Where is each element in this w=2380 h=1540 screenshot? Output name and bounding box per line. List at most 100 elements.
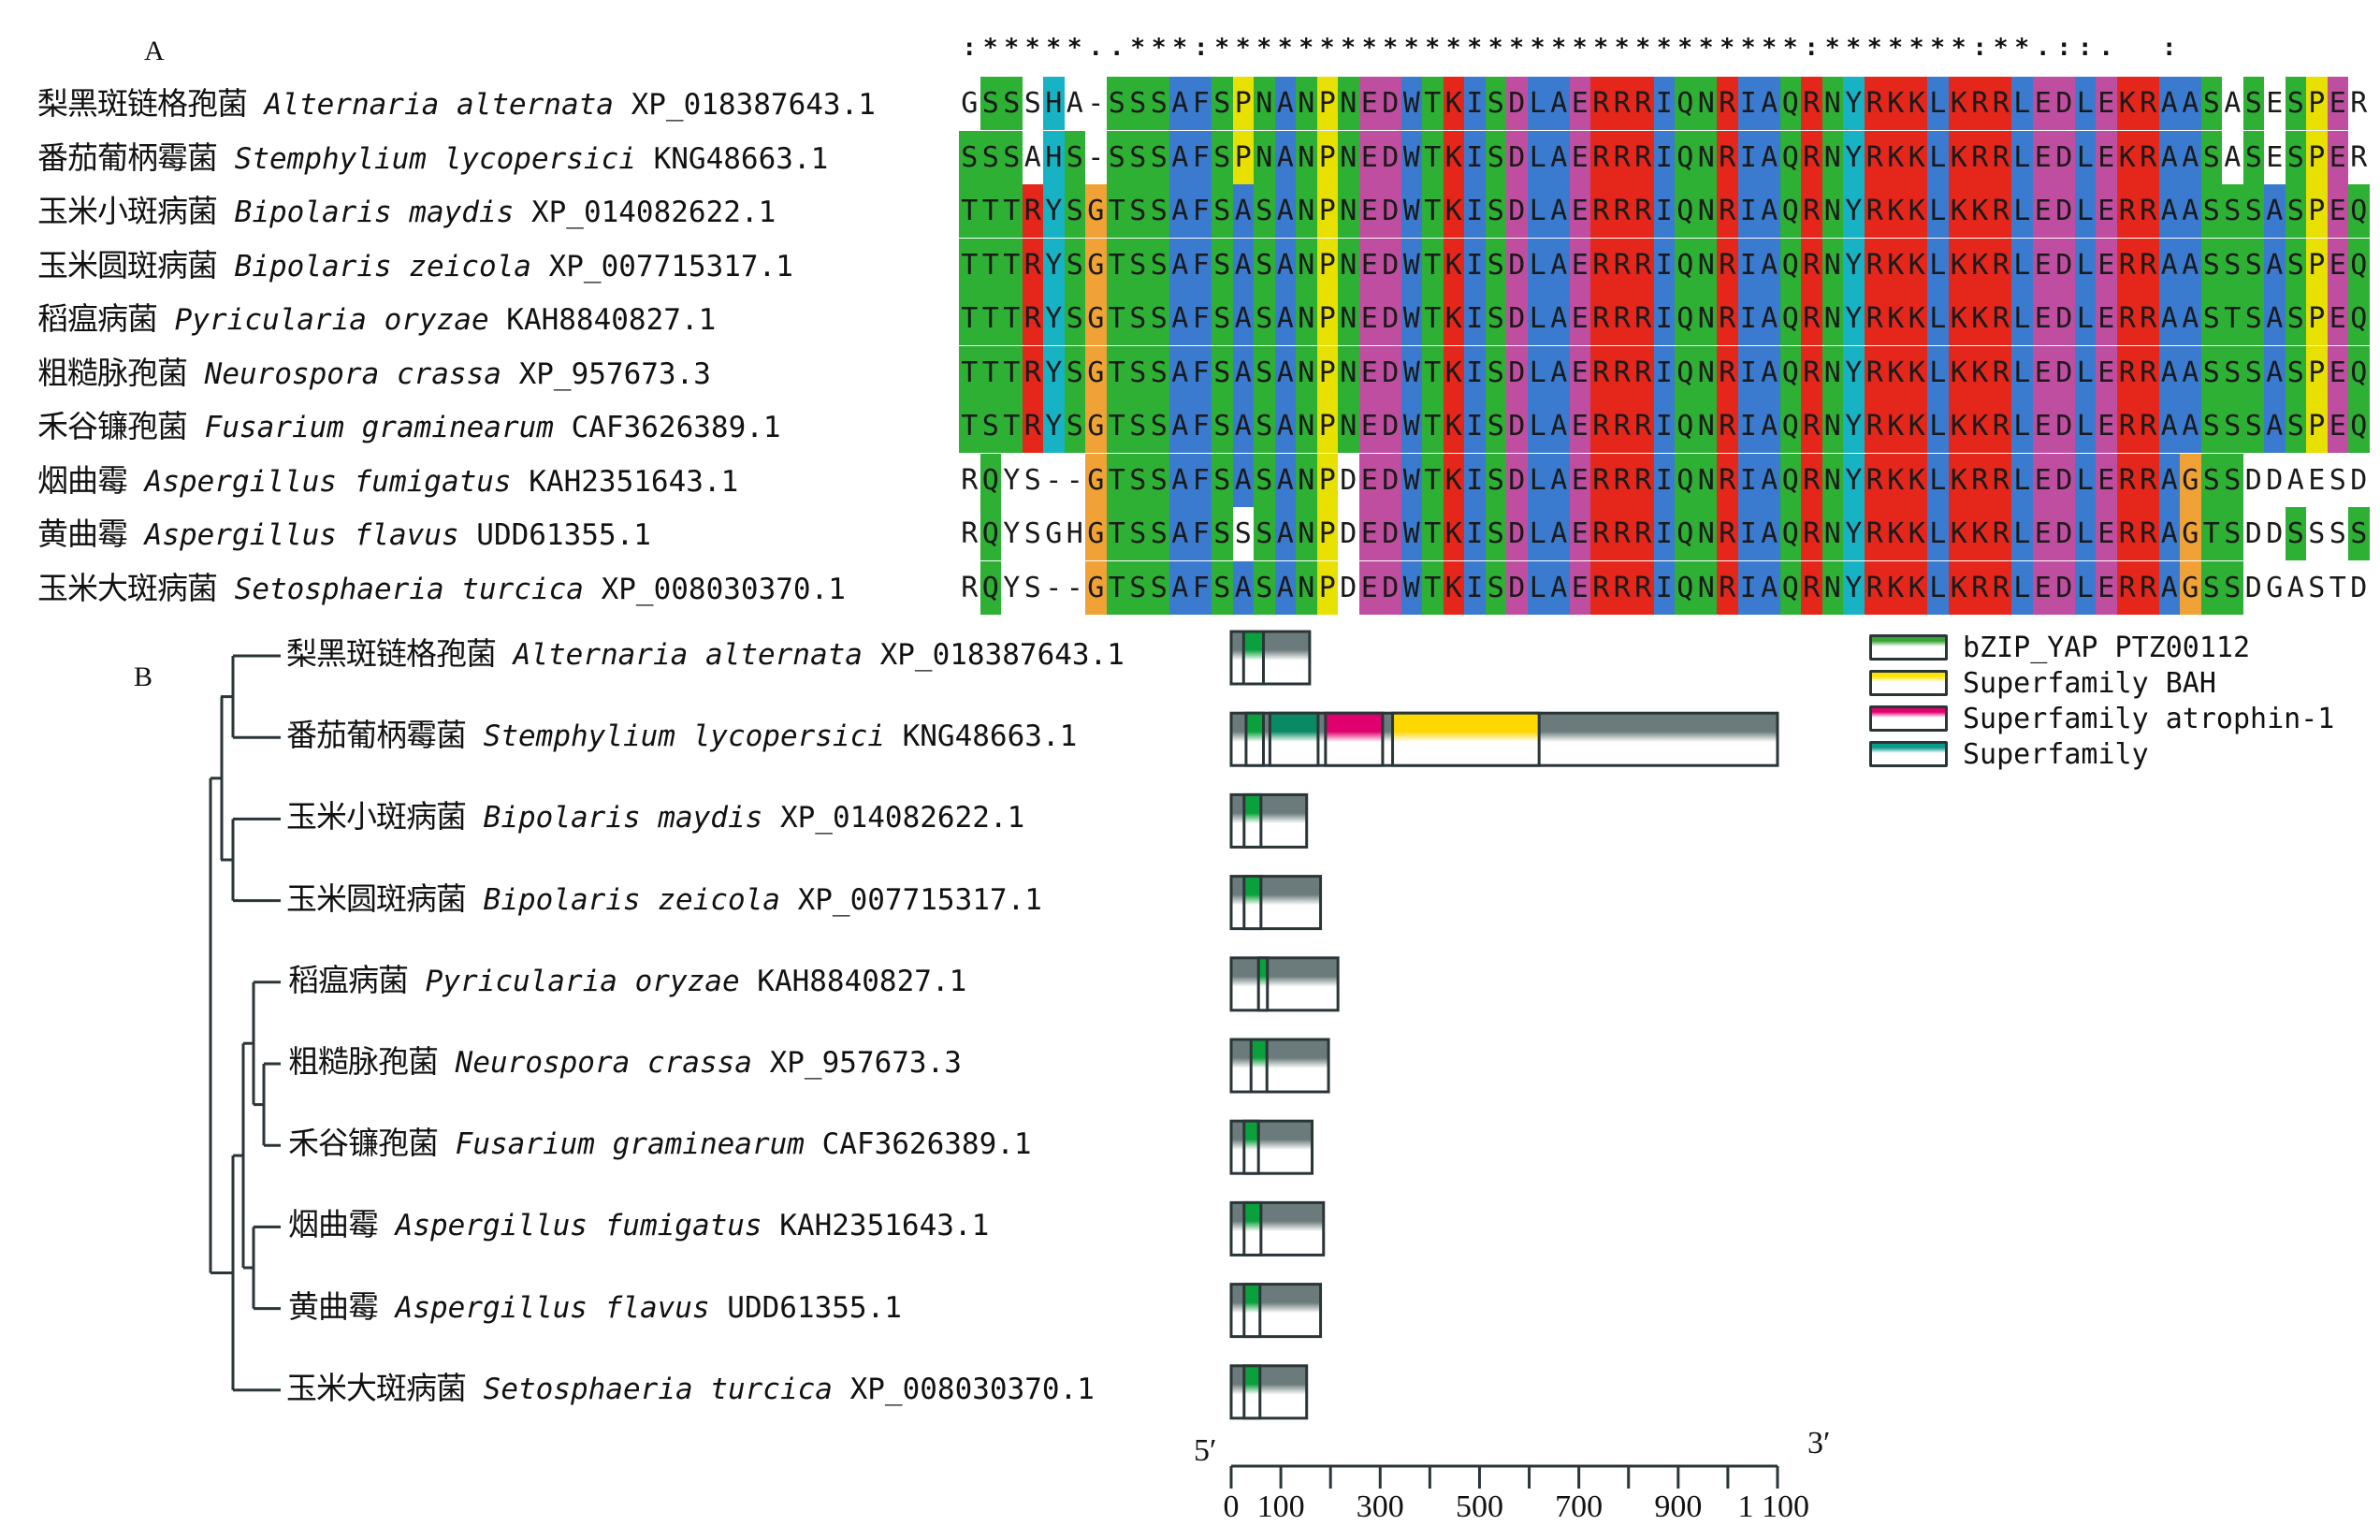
residue: P [1232, 77, 1254, 130]
residue: K [1969, 507, 1991, 560]
residue: F [1190, 130, 1212, 184]
residue: E [2032, 453, 2053, 507]
chinese-name: 禾谷镰孢菌 [288, 1125, 439, 1162]
residue: E [2032, 560, 2053, 615]
residue: N [1296, 184, 1317, 238]
residue: S [2200, 292, 2222, 345]
residue: S [2308, 517, 2326, 550]
residue: R [1990, 400, 2011, 453]
residue: R [1022, 400, 1043, 453]
conservation-mark: * [1488, 34, 1503, 62]
residue: R [1801, 453, 1822, 507]
conservation-mark: . [1088, 34, 1104, 62]
species-name: Pyricularia oryzae [408, 964, 758, 998]
conservation-mark: * [1235, 34, 1251, 62]
residue: A [2158, 507, 2180, 560]
residue: E [2032, 77, 2053, 130]
residue: Q [1779, 345, 1801, 400]
residue: Q [1675, 507, 1696, 560]
residue: L [1527, 184, 1548, 238]
residue: Y [1843, 400, 1865, 453]
residue: R [1990, 238, 2011, 292]
residue: A [1169, 77, 1191, 130]
accession: XP_957673.3 [769, 1046, 962, 1080]
residue: R [1633, 130, 1654, 184]
conservation-mark: * [1782, 34, 1798, 62]
chinese-name: 梨黑斑链格孢菌 [286, 635, 497, 672]
residue: R [1611, 400, 1633, 453]
residue: S [1254, 453, 1275, 507]
residue: R [1590, 560, 1612, 615]
tree-leaf: 玉米大斑病菌 Setosphaeria turcica XP_008030370… [286, 1370, 1095, 1408]
residue: R [1590, 507, 1612, 560]
conservation-mark: * [1930, 34, 1946, 62]
residue: A [1169, 184, 1191, 238]
residue: P [1316, 184, 1338, 238]
residue: E [2096, 400, 2117, 453]
residue: R [1633, 560, 1654, 615]
residue: W [1400, 77, 1422, 130]
chinese-name: 番茄葡柄霉菌 [286, 717, 467, 754]
residue: S [1212, 130, 1233, 184]
domain-bzip-yap [1244, 711, 1266, 767]
species-name: Bipolaris zeicola [217, 249, 549, 283]
residue: S [1254, 345, 1275, 400]
residue: P [2306, 400, 2328, 453]
domain-bzip-yap [1242, 1200, 1263, 1257]
residue: E [1569, 130, 1590, 184]
residue: S [1023, 571, 1041, 604]
residue: L [1927, 345, 1949, 400]
conservation-mark: * [1046, 34, 1062, 62]
residue: S [1127, 292, 1149, 345]
residue: K [1443, 345, 1464, 400]
chinese-name: 玉米圆斑病菌 [286, 879, 467, 917]
residue: S [2285, 130, 2306, 184]
residue: R [1801, 184, 1822, 238]
residue: R [1864, 560, 1885, 615]
residue: E [1569, 560, 1590, 615]
residue: Q [1779, 77, 1801, 130]
residue: A [1548, 507, 1570, 560]
residue: S [1485, 453, 1506, 507]
residue: T [1422, 130, 1444, 184]
domain-bzip-yap [1241, 630, 1266, 686]
residue: E [1569, 238, 1590, 292]
residue: D [1380, 77, 1401, 130]
species-name: Aspergillus flavus [127, 518, 477, 552]
residue: G [1085, 238, 1107, 292]
alignment-row-label: 稻瘟病菌 Pyricularia oryzae KAH8840827.1 [37, 292, 716, 345]
residue: D [1380, 130, 1401, 184]
conservation-mark: * [1214, 34, 1230, 62]
residue: R [1590, 184, 1612, 238]
residue: Y [1843, 453, 1865, 507]
residue: R [1633, 507, 1654, 560]
residue: R [1717, 560, 1738, 615]
residue: R [1864, 400, 1885, 453]
residue: N [1254, 130, 1275, 184]
legend-swatch [1869, 741, 1948, 767]
residue: E [1569, 345, 1590, 400]
residue: K [1969, 292, 1991, 345]
chinese-name: 粗糙脉孢菌 [37, 354, 188, 391]
residue: E [2096, 238, 2117, 292]
residue: I [1464, 292, 1486, 345]
conservation-mark: * [1341, 34, 1357, 62]
residue: T [1106, 238, 1127, 292]
residue: S [1064, 238, 1085, 292]
residue: K [1443, 400, 1464, 453]
residue: I [1653, 292, 1675, 345]
residue: G [961, 87, 979, 120]
residue: D [2244, 463, 2262, 497]
residue: R [1590, 345, 1612, 400]
residue: A [1169, 507, 1191, 560]
residue: D [1506, 77, 1528, 130]
conservation-mark: * [1383, 34, 1399, 62]
residue: K [1885, 507, 1907, 560]
residue: R [1611, 184, 1633, 238]
residue: S [2200, 400, 2222, 453]
residue: G [1085, 560, 1107, 615]
residue: K [1948, 507, 1969, 560]
residue: Q [980, 560, 1001, 615]
legend-label: Superfamily [1963, 737, 2149, 771]
residue: N [1296, 400, 1317, 453]
